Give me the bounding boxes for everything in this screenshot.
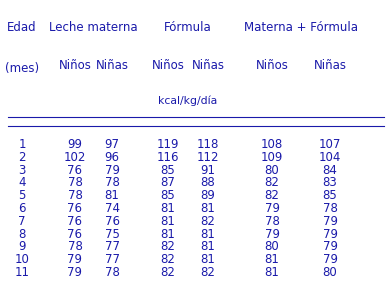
Text: 118: 118 [197,138,219,151]
Text: Niñas: Niñas [96,59,129,72]
Text: 82: 82 [201,215,216,228]
Text: 85: 85 [323,189,338,202]
Text: 112: 112 [197,151,219,164]
Text: 81: 81 [161,202,176,215]
Text: 75: 75 [105,228,120,241]
Text: 78: 78 [323,202,338,215]
Text: 82: 82 [161,240,176,253]
Text: 107: 107 [319,138,341,151]
Text: Niñas: Niñas [192,59,225,72]
Text: 82: 82 [265,189,279,202]
Text: 76: 76 [67,164,82,177]
Text: 97: 97 [105,138,120,151]
Text: 79: 79 [323,253,338,266]
Text: 78: 78 [265,215,279,228]
Text: 76: 76 [67,202,82,215]
Text: 4: 4 [18,176,26,189]
Text: 79: 79 [265,202,279,215]
Text: Niñas: Niñas [314,59,347,72]
Text: 87: 87 [161,176,176,189]
Text: 9: 9 [18,240,26,253]
Text: 82: 82 [161,253,176,266]
Text: (mes): (mes) [5,62,39,75]
Text: 10: 10 [15,253,29,266]
Text: 8: 8 [18,228,26,241]
Text: 102: 102 [64,151,86,164]
Text: 81: 81 [161,215,176,228]
Text: 108: 108 [261,138,283,151]
Text: 81: 81 [161,228,176,241]
Text: 79: 79 [105,164,120,177]
Text: Niños: Niños [58,59,91,72]
Text: kcal/kg/día: kcal/kg/día [158,95,218,105]
Text: 76: 76 [67,215,82,228]
Text: 78: 78 [105,176,120,189]
Text: 119: 119 [157,138,179,151]
Text: 74: 74 [105,202,120,215]
Text: 7: 7 [18,215,26,228]
Text: 81: 81 [265,266,279,279]
Text: 80: 80 [265,164,279,177]
Text: 81: 81 [201,228,216,241]
Text: 3: 3 [18,164,26,177]
Text: Niños: Niños [152,59,185,72]
Text: 85: 85 [161,189,175,202]
Text: 82: 82 [201,266,216,279]
Text: 11: 11 [15,266,29,279]
Text: 79: 79 [323,228,338,241]
Text: 79: 79 [323,215,338,228]
Text: 79: 79 [323,240,338,253]
Text: Niños: Niños [256,59,289,72]
Text: 81: 81 [105,189,120,202]
Text: 78: 78 [105,266,120,279]
Text: 77: 77 [105,253,120,266]
Text: 82: 82 [265,176,279,189]
Text: 88: 88 [201,176,215,189]
Text: 84: 84 [323,164,338,177]
Text: 104: 104 [319,151,341,164]
Text: 91: 91 [200,164,216,177]
Text: 6: 6 [18,202,26,215]
Text: 81: 81 [201,253,216,266]
Text: Fórmula: Fórmula [164,21,212,34]
Text: 85: 85 [161,164,175,177]
Text: 79: 79 [67,253,82,266]
Text: 96: 96 [105,151,120,164]
Text: 80: 80 [265,240,279,253]
Text: 83: 83 [323,176,338,189]
Text: 79: 79 [265,228,279,241]
Text: 76: 76 [67,228,82,241]
Text: Materna + Fórmula: Materna + Fórmula [244,21,358,34]
Text: 99: 99 [67,138,82,151]
Text: 78: 78 [67,189,82,202]
Text: 80: 80 [323,266,338,279]
Text: 116: 116 [157,151,179,164]
Text: 79: 79 [67,266,82,279]
Text: 78: 78 [67,176,82,189]
Text: 89: 89 [201,189,216,202]
Text: 109: 109 [261,151,283,164]
Text: 82: 82 [161,266,176,279]
Text: Leche materna: Leche materna [49,21,137,34]
Text: 78: 78 [67,240,82,253]
Text: 81: 81 [201,202,216,215]
Text: 1: 1 [18,138,26,151]
Text: 5: 5 [18,189,26,202]
Text: 77: 77 [105,240,120,253]
Text: 81: 81 [201,240,216,253]
Text: 2: 2 [18,151,26,164]
Text: 81: 81 [265,253,279,266]
Text: 76: 76 [105,215,120,228]
Text: Edad: Edad [7,21,37,34]
